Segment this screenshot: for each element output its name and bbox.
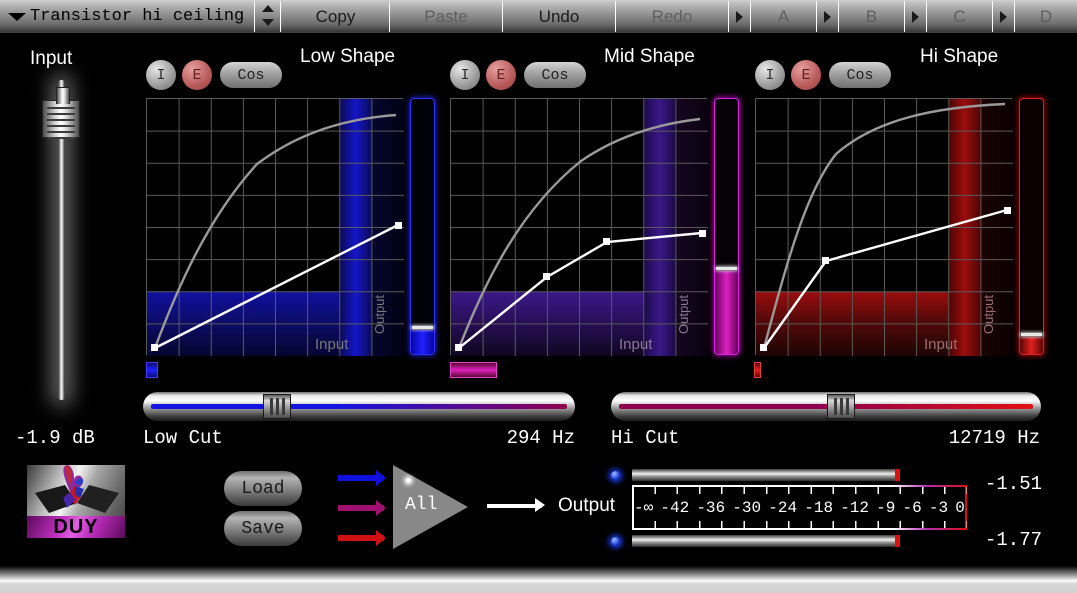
svg-text:Input: Input [924,336,958,353]
svg-text:Input: Input [315,336,349,353]
svg-text:Output: Output [372,295,387,334]
svg-text:Output: Output [676,295,691,334]
svg-text:Output: Output [981,295,996,334]
svg-text:Input: Input [619,336,653,353]
